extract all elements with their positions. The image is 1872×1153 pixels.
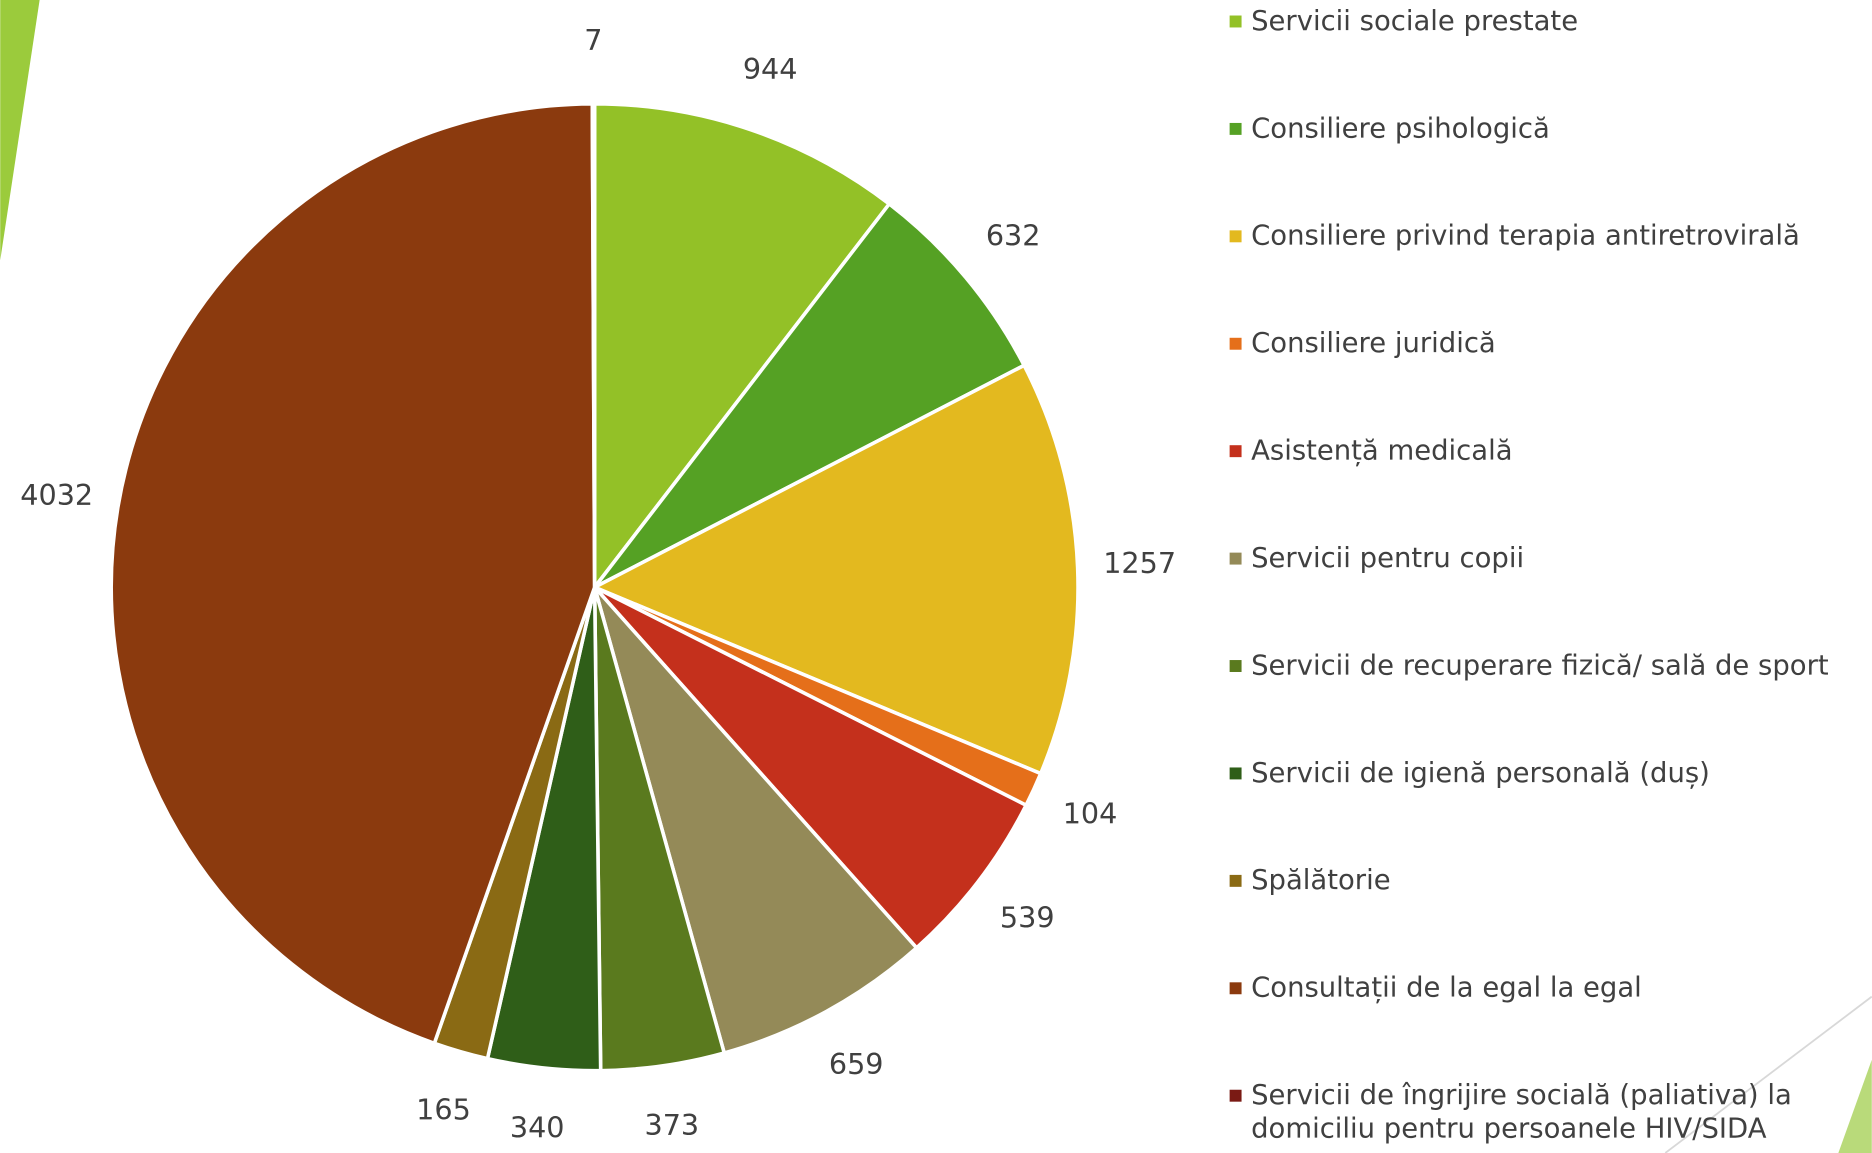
data-label: 7 [584, 23, 602, 57]
legend-label: Servicii de îngrijire socială (paliativa… [1251, 1080, 1792, 1145]
legend-label: Consultații de la egal la egal [1251, 972, 1642, 1004]
legend-swatch [1229, 660, 1242, 672]
legend-entry: Spălătorie [1229, 864, 1863, 897]
legend-entry: Consiliere privind terapia antiretrovira… [1229, 220, 1863, 253]
legend-label: Servicii sociale prestate [1251, 5, 1579, 38]
data-label: 659 [829, 1047, 884, 1081]
decoration [1664, 995, 1872, 1153]
legend-label: Consiliere juridică [1251, 328, 1496, 360]
legend-swatch [1229, 982, 1242, 995]
legend-label: Asistență medicală [1251, 435, 1513, 467]
legend-entry: Servicii de igienă personală (duș) [1229, 757, 1863, 790]
pie-slice [590, 362, 1080, 776]
legend-swatch [1229, 122, 1242, 135]
legend-entry: Servicii de îngrijire socială (paliativa… [1229, 1079, 1863, 1146]
pie-slice [593, 585, 1029, 951]
legend-entry: Asistență medicală [1229, 434, 1863, 467]
legend-entry: Servicii pentru copii [1229, 542, 1863, 575]
pie-slice [593, 201, 1027, 589]
legend-swatch [1229, 1089, 1242, 1102]
legend-swatch [1229, 445, 1242, 458]
data-label: 165 [416, 1092, 471, 1126]
legend-swatch [1229, 15, 1242, 28]
legend-label: Servicii de igienă personală (duș) [1251, 757, 1710, 789]
legend-swatch [1229, 552, 1242, 565]
data-label: 1257 [1103, 546, 1176, 580]
legend-label: Servicii pentru copii [1251, 543, 1525, 575]
data-label: 4032 [20, 478, 93, 512]
legend-label: Spălătorie [1251, 865, 1391, 897]
legend-entry: Servicii de recuperare fizică/ sală de s… [1229, 649, 1863, 682]
data-label: 373 [644, 1108, 699, 1142]
data-label: 340 [510, 1111, 565, 1145]
legend-entry: Consultații de la egal la egal [1229, 972, 1863, 1005]
legend-label: Consiliere psihologică [1251, 113, 1550, 145]
pie-slice [109, 102, 597, 1046]
legend-entry: Consiliere juridică [1229, 327, 1863, 360]
legend-entry: Consiliere psihologică [1229, 112, 1863, 145]
data-label: 944 [743, 52, 798, 86]
decoration [0, 0, 40, 261]
pie-slice [592, 586, 920, 1056]
pie-slice [590, 102, 597, 588]
legend-swatch [1229, 337, 1242, 350]
data-label: 632 [986, 218, 1041, 252]
legend-entry: Servicii sociale prestate [1229, 5, 1863, 38]
legend-label: Consiliere privind terapia antiretrovira… [1251, 220, 1800, 252]
legend-label: Servicii de recuperare fizică/ sală de s… [1251, 650, 1829, 682]
data-label: 104 [1063, 796, 1118, 830]
legend: Servicii sociale prestate Consiliere psih… [1229, 5, 1863, 1146]
data-label: 539 [1000, 900, 1055, 934]
legend-swatch [1229, 230, 1242, 243]
pie-slice [592, 102, 892, 593]
legend-swatch [1229, 767, 1242, 780]
legend-swatch [1229, 874, 1242, 887]
